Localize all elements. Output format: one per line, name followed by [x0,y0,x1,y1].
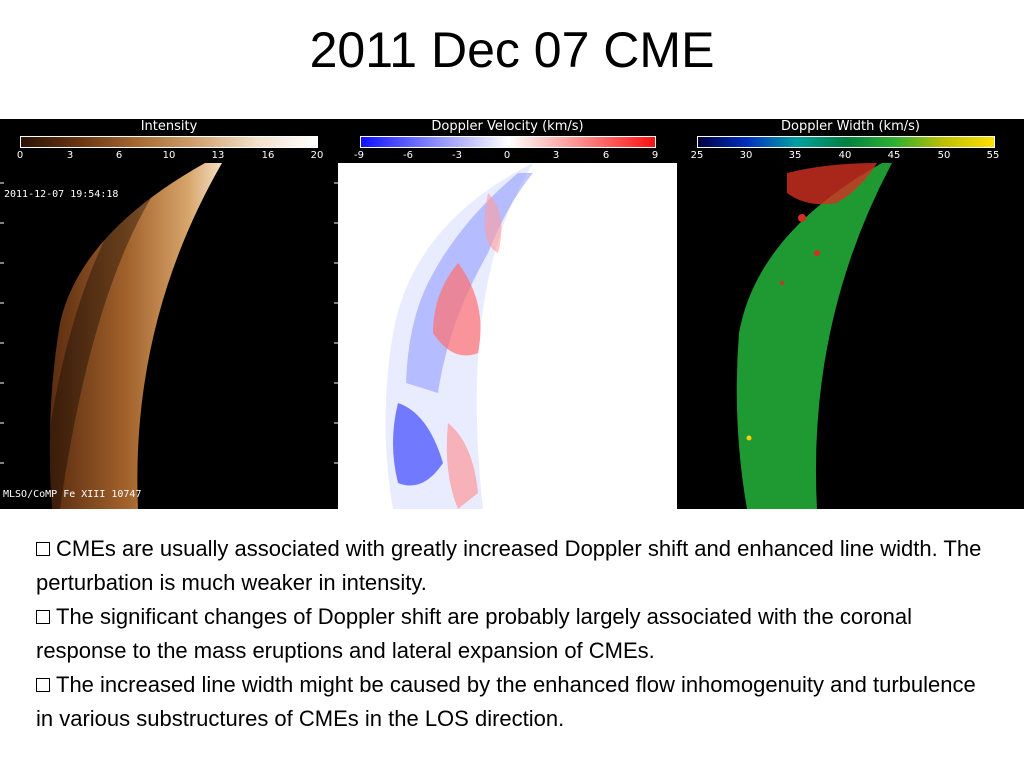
intensity-ticks: 0 3 6 10 13 16 20 [0,150,338,164]
velocity-colorbar [360,136,656,148]
list-item: CMEs are usually associated with greatly… [36,532,996,600]
tick-label: 40 [838,150,852,161]
bullet-text: CMEs are usually associated with greatly… [36,536,982,595]
tick-label: 3 [66,150,74,161]
width-colorbar-label: Doppler Width (km/s) [781,119,920,134]
velocity-colorbar-label: Doppler Velocity (km/s) [431,119,584,134]
checkbox-bullet-icon [36,610,50,624]
observation-timestamp: 2011-12-07 19:54:18 [4,189,119,200]
checkbox-bullet-icon [36,678,50,692]
tick-label: -9 [354,150,364,161]
tick-label: -6 [403,150,413,161]
tick-label: -3 [452,150,462,161]
list-item: The increased line width might be caused… [36,668,996,736]
tick-label: 0 [503,150,511,161]
tick-label: 13 [211,150,225,161]
list-item: The significant changes of Doppler shift… [36,600,996,668]
intensity-panel: Intensity 0 3 6 10 13 16 20 [0,119,338,509]
tick-label: 16 [261,150,275,161]
doppler-width-image [677,163,1024,509]
width-colorbar [697,136,995,148]
intensity-colorbar-label: Intensity [140,119,198,134]
instrument-label: MLSO/CoMP Fe XIII 10747 [3,489,142,500]
tick-label: 0 [16,150,24,161]
slide-title: 2011 Dec 07 CME [309,22,715,78]
tick-label: 6 [115,150,123,161]
velocity-ticks: -9 -6 -3 0 3 6 9 [338,150,677,164]
tick-label: 45 [887,150,901,161]
tick-label: 9 [651,150,659,161]
bullet-list: CMEs are usually associated with greatly… [36,532,996,736]
tick-label: 30 [739,150,753,161]
bullet-text: The increased line width might be caused… [36,672,976,731]
tick-label: 25 [690,150,704,161]
checkbox-bullet-icon [36,542,50,556]
tick-label: 55 [986,150,1000,161]
intensity-colorbar [20,136,318,148]
tick-label: 3 [552,150,560,161]
tick-label: 50 [937,150,951,161]
doppler-width-panel: Doppler Width (km/s) 25 30 35 40 45 50 5… [677,119,1024,509]
width-ticks: 25 30 35 40 45 50 55 [677,150,1024,164]
doppler-velocity-panel: Doppler Velocity (km/s) -9 -6 -3 0 3 6 9 [338,119,677,509]
tick-label: 6 [602,150,610,161]
intensity-image [0,163,338,509]
tick-label: 10 [162,150,176,161]
comp-figure: Intensity 0 3 6 10 13 16 20 [0,119,1024,509]
doppler-velocity-image [338,163,677,509]
tick-label: 35 [788,150,802,161]
tick-label: 20 [310,150,324,161]
bullet-text: The significant changes of Doppler shift… [36,604,913,663]
